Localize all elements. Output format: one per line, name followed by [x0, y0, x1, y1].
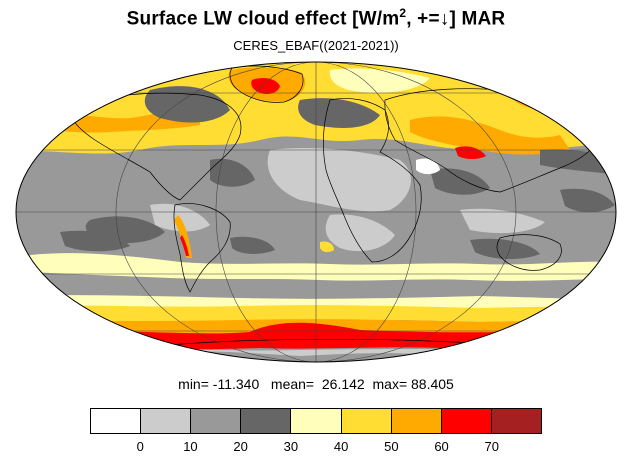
- colorbar-tick-label: 40: [333, 439, 349, 454]
- north-america-outline: [69, 92, 242, 201]
- stats-line: min= -11.340 mean= 26.142 max= 88.405: [0, 376, 632, 392]
- colorbar-box-7: [441, 409, 492, 433]
- map-subtitle: CERES_EBAF((2021-2021)): [233, 38, 399, 53]
- southern-dark-patches: [60, 230, 540, 260]
- mean-value: 26.142: [321, 376, 365, 392]
- tropics-light-gray: [150, 148, 545, 252]
- south-america-outline: [173, 203, 231, 293]
- south-america-andes: [174, 215, 192, 258]
- colorbar-tick-label: 60: [434, 439, 449, 454]
- colorbar-box-8: [491, 409, 541, 433]
- colorbar-tick-label: 70: [484, 439, 499, 454]
- title-superscript: 2: [399, 6, 407, 20]
- title-text: Surface LW cloud effect [W/m: [126, 8, 400, 30]
- asia-red: [455, 146, 486, 159]
- max-label: max=: [372, 376, 408, 392]
- asia-orange: [410, 116, 570, 155]
- colorbar-box-5: [341, 409, 392, 433]
- colorbar-tick-label: 20: [233, 439, 248, 454]
- min-value: -11.340: [212, 376, 260, 392]
- andes-red: [180, 235, 189, 256]
- meridian-60: [215, 62, 417, 362]
- colorbar-box-4: [291, 409, 342, 433]
- min-label: min=: [178, 376, 209, 392]
- colorbar-box-6: [391, 409, 442, 433]
- meridian-120: [115, 62, 517, 362]
- mean-label: mean=: [270, 376, 315, 392]
- greenland-outline: [229, 65, 304, 103]
- colorbar-tick-label: 0: [136, 439, 144, 454]
- greenland-red: [251, 78, 280, 94]
- colorbar-tick-label: 50: [384, 439, 399, 454]
- max-value: 88.405: [411, 376, 454, 392]
- colorbar-box-1: [141, 409, 192, 433]
- colorbar-box-0: [91, 409, 142, 433]
- colorbar-tick-label: 30: [283, 439, 299, 454]
- north-gray-patches: [144, 86, 616, 175]
- colorbar-labels: 0 10 20 30 40 50 60 70: [90, 439, 542, 457]
- sahara-white: [416, 158, 440, 175]
- australia-outline: [496, 234, 562, 271]
- colorbar-tick-label: 10: [183, 439, 198, 454]
- colorbar-box-3: [241, 409, 292, 433]
- globe-outline: [15, 61, 617, 363]
- arctic-light-center: [329, 68, 430, 93]
- colorbar-box-2: [191, 409, 242, 433]
- map-title: Surface LW cloud effect [W/m2, +=↓] MAR: [0, 6, 632, 30]
- europe-africa-outline: [323, 98, 422, 263]
- title-tail: , +=↓] MAR: [406, 8, 506, 30]
- colorbar: [90, 408, 542, 434]
- africa-yellow: [320, 241, 334, 253]
